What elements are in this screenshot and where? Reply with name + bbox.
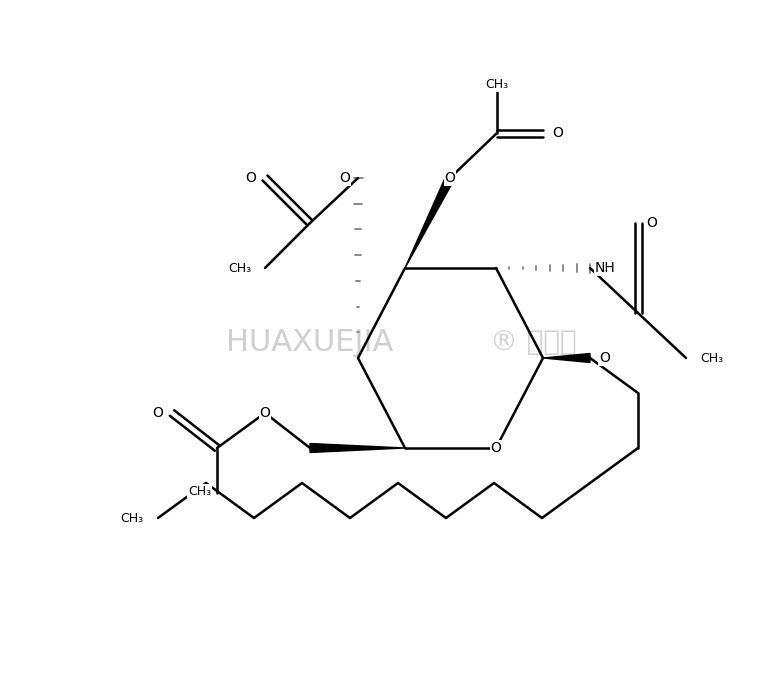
Polygon shape	[543, 353, 590, 362]
Text: CH₃: CH₃	[700, 351, 723, 364]
Text: O: O	[152, 406, 163, 420]
Text: CH₃: CH₃	[188, 485, 211, 498]
Polygon shape	[405, 176, 454, 268]
Text: O: O	[260, 406, 271, 420]
Text: CH₃: CH₃	[120, 512, 143, 525]
Text: O: O	[491, 441, 502, 455]
Text: O: O	[245, 171, 256, 185]
Text: O: O	[599, 351, 610, 365]
Polygon shape	[310, 443, 405, 453]
Text: ® 化学加: ® 化学加	[490, 328, 576, 356]
Text: HUAXUEJIA: HUAXUEJIA	[226, 327, 394, 356]
Text: O: O	[445, 171, 456, 185]
Text: O: O	[552, 126, 563, 140]
Text: CH₃: CH₃	[485, 78, 509, 91]
Text: O: O	[646, 216, 657, 230]
Text: NH: NH	[595, 261, 615, 275]
Text: CH₃: CH₃	[228, 262, 251, 275]
Text: O: O	[339, 171, 350, 185]
